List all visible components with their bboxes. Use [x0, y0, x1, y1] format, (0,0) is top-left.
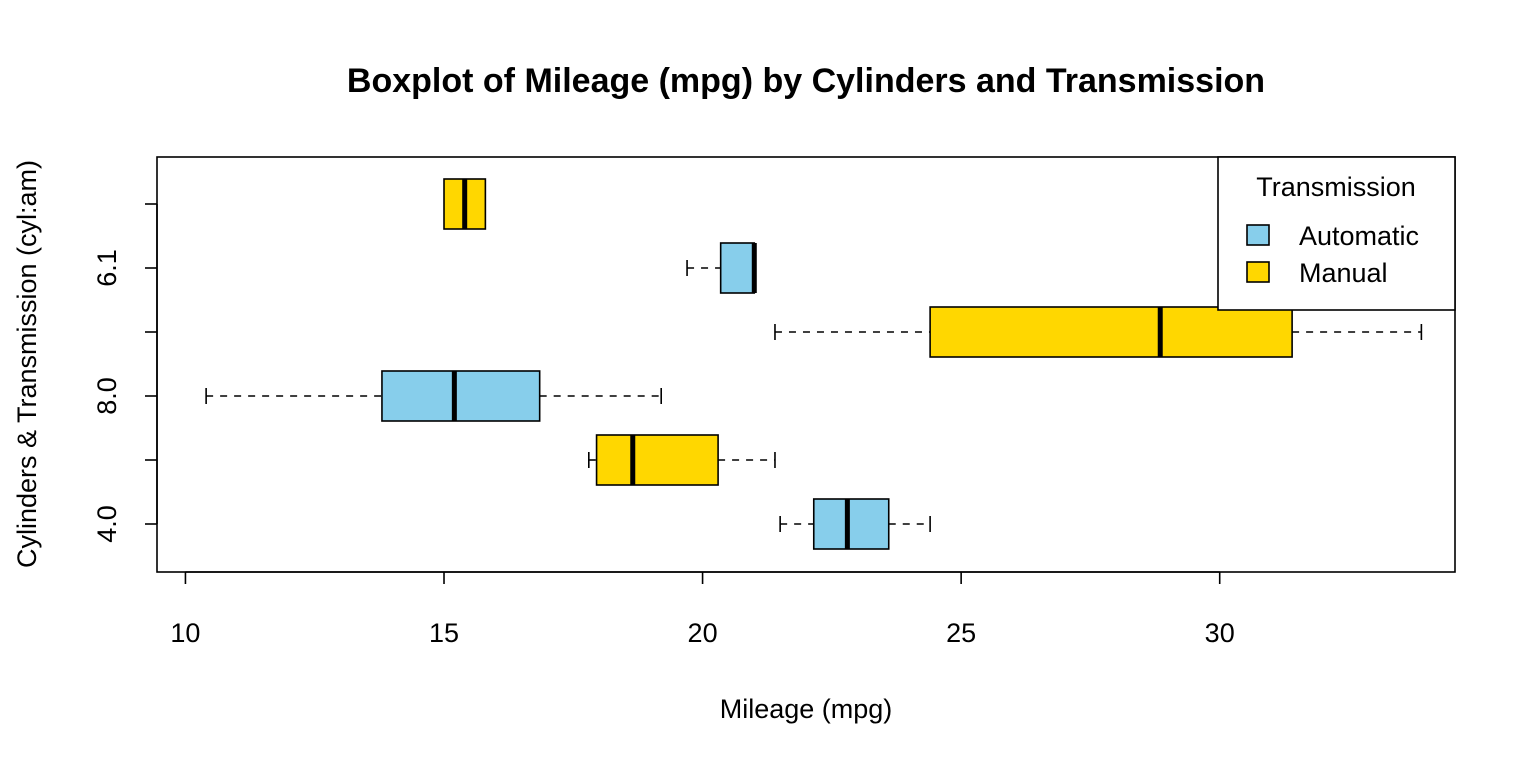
legend-swatch-manual [1246, 261, 1270, 283]
x-tick-label: 30 [1205, 618, 1235, 648]
x-tick-label: 10 [170, 618, 200, 648]
x-axis-label: Mileage (mpg) [720, 694, 893, 724]
legend: Transmission Automatic Manual [1217, 156, 1456, 311]
box-iqr [381, 370, 541, 422]
y-tick-label: 4.0 [92, 505, 122, 543]
box-iqr [595, 434, 719, 486]
x-tick-label: 20 [688, 618, 718, 648]
box-manual [774, 306, 1423, 358]
y-axis: 4.0 8.0 6.1 [92, 203, 158, 543]
legend-title: Transmission [1256, 172, 1416, 202]
box-automatic [779, 498, 931, 550]
box-manual [588, 434, 776, 486]
box-manual [443, 178, 487, 230]
legend-label-automatic: Automatic [1299, 221, 1419, 251]
x-axis: 10 15 20 25 30 [170, 571, 1235, 648]
x-tick-label: 15 [429, 618, 459, 648]
chart-title: Boxplot of Mileage (mpg) by Cylinders an… [347, 62, 1265, 100]
legend-label-manual: Manual [1299, 258, 1388, 288]
box-automatic [686, 242, 757, 294]
box-iqr [812, 498, 890, 550]
box-iqr [719, 242, 756, 294]
box-iqr [929, 306, 1293, 358]
legend-entries: Automatic Manual [1246, 221, 1419, 288]
y-axis-label: Cylinders & Transmission (cyl:am) [12, 160, 42, 568]
x-tick-label: 25 [946, 618, 976, 648]
box-series [205, 178, 1423, 550]
legend-swatch-automatic [1246, 224, 1270, 246]
box-automatic [205, 370, 663, 422]
y-tick-label: 6.1 [92, 249, 122, 287]
y-tick-label: 8.0 [92, 377, 122, 415]
